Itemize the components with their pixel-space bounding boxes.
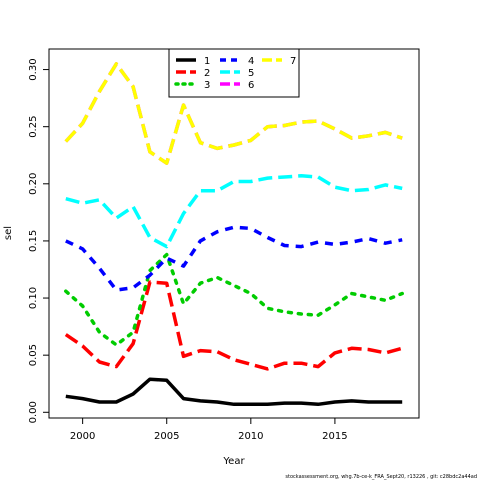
series-line-2 bbox=[64, 280, 403, 371]
legend-label-2: 2 bbox=[204, 68, 210, 79]
series-line-7 bbox=[64, 62, 403, 165]
legend-label-1: 1 bbox=[204, 56, 210, 67]
legend-label-4: 4 bbox=[248, 56, 254, 67]
y-tick-label: 0.10 bbox=[28, 287, 39, 309]
x-axis-title: Year bbox=[222, 456, 245, 467]
x-tick-label: 2010 bbox=[238, 431, 263, 442]
y-tick-label: 0.00 bbox=[28, 401, 39, 423]
y-tick-label: 0.05 bbox=[28, 344, 39, 366]
legend-label-7: 7 bbox=[290, 56, 296, 67]
legend-label-6: 6 bbox=[248, 80, 254, 91]
x-tick-label: 2005 bbox=[154, 431, 179, 442]
y-tick-label: 0.15 bbox=[28, 230, 39, 252]
y-axis-title: sel bbox=[3, 226, 14, 240]
y-tick-label: 0.25 bbox=[28, 116, 39, 138]
credit-line: stockassessment.org, whg.7b-ce-k_FRA_Sep… bbox=[285, 474, 477, 480]
series-line-3 bbox=[64, 252, 404, 347]
x-axis: 2000 2005 2010 2015 bbox=[70, 418, 348, 442]
series-lines bbox=[64, 62, 404, 407]
legend-label-5: 5 bbox=[248, 68, 254, 79]
series-line-1 bbox=[65, 377, 403, 407]
y-tick-label: 0.30 bbox=[28, 58, 39, 80]
legend-label-3: 3 bbox=[204, 80, 210, 91]
y-axis: 0.00 0.05 0.10 0.15 0.20 0.25 0.30 bbox=[28, 58, 49, 423]
x-tick-label: 2000 bbox=[70, 431, 95, 442]
y-tick-label: 0.20 bbox=[28, 173, 39, 195]
x-tick-label: 2015 bbox=[322, 431, 347, 442]
series-line-5 bbox=[65, 174, 403, 249]
series-line-4 bbox=[65, 225, 403, 292]
legend: 123 456 7 bbox=[168, 48, 300, 98]
